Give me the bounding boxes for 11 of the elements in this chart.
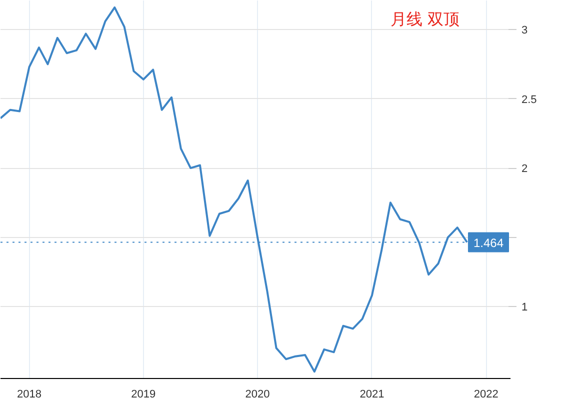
x-tick-label: 2018 [17, 388, 42, 400]
annotation: 月线 双顶 [390, 10, 460, 28]
y-tick-label: 2.5 [522, 94, 537, 106]
y-tick-label: 1 [522, 302, 528, 314]
y-tick-label: 3 [522, 24, 528, 37]
x-tick-label: 2021 [360, 388, 384, 400]
y-tick-label: 2 [522, 163, 528, 176]
ref-line-label: 1.464 [473, 236, 504, 250]
x-tick-label: 2022 [474, 388, 498, 400]
x-tick-label: 2019 [131, 388, 156, 400]
x-tick-label: 2020 [245, 388, 270, 400]
